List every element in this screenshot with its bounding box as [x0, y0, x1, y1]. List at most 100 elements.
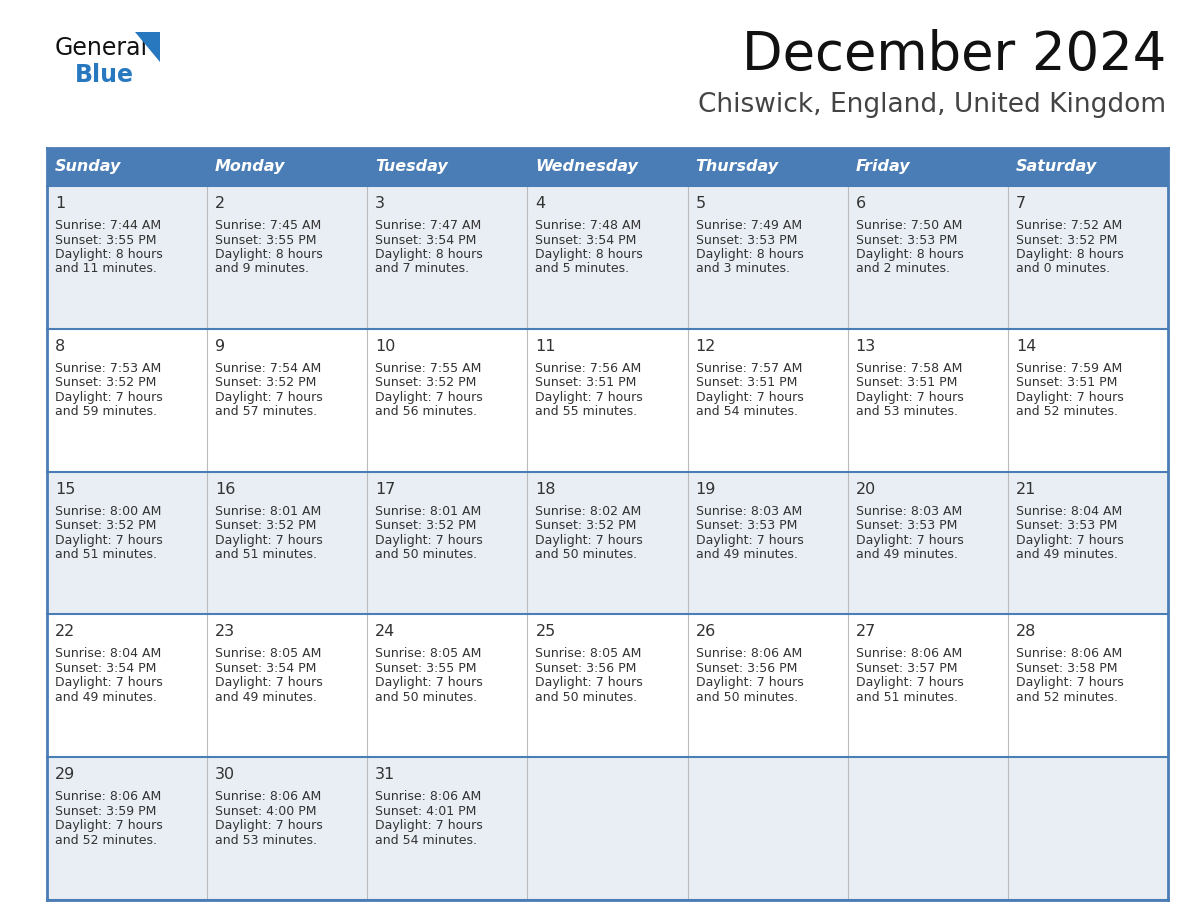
Bar — [527, 614, 688, 757]
Text: 19: 19 — [695, 482, 716, 497]
Text: Daylight: 7 hours: Daylight: 7 hours — [375, 533, 484, 546]
Text: Sunset: 3:55 PM: Sunset: 3:55 PM — [215, 233, 317, 247]
Text: Saturday: Saturday — [1016, 160, 1097, 174]
Text: 16: 16 — [215, 482, 235, 497]
Text: 14: 14 — [1016, 339, 1036, 353]
Text: Daylight: 7 hours: Daylight: 7 hours — [55, 677, 163, 689]
Text: Daylight: 7 hours: Daylight: 7 hours — [1016, 533, 1124, 546]
Bar — [367, 148, 527, 186]
Text: 2: 2 — [215, 196, 226, 211]
Bar — [1007, 148, 1168, 186]
Text: Daylight: 8 hours: Daylight: 8 hours — [55, 248, 163, 261]
Text: 28: 28 — [1016, 624, 1036, 640]
Text: Daylight: 7 hours: Daylight: 7 hours — [695, 677, 803, 689]
Text: Daylight: 7 hours: Daylight: 7 hours — [536, 677, 643, 689]
Text: Sunset: 3:53 PM: Sunset: 3:53 PM — [855, 233, 958, 247]
Bar — [207, 614, 367, 757]
Text: and 50 minutes.: and 50 minutes. — [695, 691, 797, 704]
Text: and 0 minutes.: and 0 minutes. — [1016, 263, 1110, 275]
Bar — [688, 472, 848, 614]
Text: 6: 6 — [855, 196, 866, 211]
Text: General: General — [55, 36, 148, 60]
Text: Sunrise: 8:06 AM: Sunrise: 8:06 AM — [855, 647, 962, 660]
Text: Sunrise: 7:45 AM: Sunrise: 7:45 AM — [215, 219, 322, 232]
Bar — [527, 472, 688, 614]
Text: and 3 minutes.: and 3 minutes. — [695, 263, 790, 275]
Text: Sunrise: 7:59 AM: Sunrise: 7:59 AM — [1016, 362, 1123, 375]
Bar — [688, 186, 848, 329]
Text: 1: 1 — [55, 196, 65, 211]
Text: Sunset: 3:51 PM: Sunset: 3:51 PM — [1016, 376, 1117, 389]
Text: 18: 18 — [536, 482, 556, 497]
Text: Sunrise: 7:49 AM: Sunrise: 7:49 AM — [695, 219, 802, 232]
Text: Sunrise: 8:05 AM: Sunrise: 8:05 AM — [536, 647, 642, 660]
Text: Sunset: 3:52 PM: Sunset: 3:52 PM — [55, 519, 157, 532]
Text: Sunrise: 8:06 AM: Sunrise: 8:06 AM — [375, 790, 481, 803]
Text: Sunset: 3:52 PM: Sunset: 3:52 PM — [215, 519, 316, 532]
Text: Sunrise: 7:58 AM: Sunrise: 7:58 AM — [855, 362, 962, 375]
Text: 17: 17 — [375, 482, 396, 497]
Text: Sunset: 3:54 PM: Sunset: 3:54 PM — [375, 233, 476, 247]
Text: Sunset: 3:55 PM: Sunset: 3:55 PM — [55, 233, 157, 247]
Text: Sunset: 3:56 PM: Sunset: 3:56 PM — [536, 662, 637, 675]
Text: Sunset: 3:52 PM: Sunset: 3:52 PM — [536, 519, 637, 532]
Text: Sunset: 3:52 PM: Sunset: 3:52 PM — [375, 376, 476, 389]
Text: and 7 minutes.: and 7 minutes. — [375, 263, 469, 275]
Text: Daylight: 7 hours: Daylight: 7 hours — [855, 533, 963, 546]
Text: and 49 minutes.: and 49 minutes. — [1016, 548, 1118, 561]
Text: Sunrise: 8:01 AM: Sunrise: 8:01 AM — [215, 505, 322, 518]
Text: Daylight: 7 hours: Daylight: 7 hours — [695, 533, 803, 546]
Text: and 54 minutes.: and 54 minutes. — [375, 834, 478, 846]
Text: Sunset: 3:53 PM: Sunset: 3:53 PM — [1016, 519, 1117, 532]
Text: and 51 minutes.: and 51 minutes. — [855, 691, 958, 704]
Bar — [688, 329, 848, 472]
Text: Sunrise: 7:54 AM: Sunrise: 7:54 AM — [215, 362, 322, 375]
Text: 21: 21 — [1016, 482, 1036, 497]
Text: Sunrise: 7:55 AM: Sunrise: 7:55 AM — [375, 362, 481, 375]
Text: Daylight: 8 hours: Daylight: 8 hours — [536, 248, 643, 261]
Text: Sunrise: 7:44 AM: Sunrise: 7:44 AM — [55, 219, 162, 232]
Bar — [48, 329, 207, 472]
Bar — [367, 757, 527, 900]
Text: 5: 5 — [695, 196, 706, 211]
Bar — [848, 614, 1007, 757]
Text: 10: 10 — [375, 339, 396, 353]
Text: and 52 minutes.: and 52 minutes. — [55, 834, 157, 846]
Bar — [48, 186, 207, 329]
Text: 29: 29 — [55, 767, 75, 782]
Text: Sunrise: 8:02 AM: Sunrise: 8:02 AM — [536, 505, 642, 518]
Text: Sunrise: 8:01 AM: Sunrise: 8:01 AM — [375, 505, 481, 518]
Text: Sunset: 3:51 PM: Sunset: 3:51 PM — [855, 376, 958, 389]
Bar — [848, 472, 1007, 614]
Text: Sunset: 3:52 PM: Sunset: 3:52 PM — [55, 376, 157, 389]
Text: 9: 9 — [215, 339, 226, 353]
Polygon shape — [135, 32, 160, 62]
Text: Sunset: 3:58 PM: Sunset: 3:58 PM — [1016, 662, 1118, 675]
Text: 12: 12 — [695, 339, 716, 353]
Text: 27: 27 — [855, 624, 876, 640]
Text: Sunset: 3:51 PM: Sunset: 3:51 PM — [536, 376, 637, 389]
Text: Tuesday: Tuesday — [375, 160, 448, 174]
Bar — [367, 472, 527, 614]
Text: Sunrise: 8:06 AM: Sunrise: 8:06 AM — [55, 790, 162, 803]
Text: Daylight: 8 hours: Daylight: 8 hours — [215, 248, 323, 261]
Text: Daylight: 7 hours: Daylight: 7 hours — [855, 677, 963, 689]
Bar — [848, 186, 1007, 329]
Text: 31: 31 — [375, 767, 396, 782]
Text: 15: 15 — [55, 482, 75, 497]
Bar — [367, 329, 527, 472]
Bar — [527, 186, 688, 329]
Text: Daylight: 7 hours: Daylight: 7 hours — [215, 533, 323, 546]
Text: Daylight: 7 hours: Daylight: 7 hours — [695, 391, 803, 404]
Text: and 52 minutes.: and 52 minutes. — [1016, 406, 1118, 419]
Text: and 51 minutes.: and 51 minutes. — [55, 548, 157, 561]
Text: and 49 minutes.: and 49 minutes. — [855, 548, 958, 561]
Text: and 49 minutes.: and 49 minutes. — [215, 691, 317, 704]
Text: and 54 minutes.: and 54 minutes. — [695, 406, 797, 419]
Bar — [688, 757, 848, 900]
Text: December 2024: December 2024 — [741, 29, 1165, 81]
Text: Daylight: 7 hours: Daylight: 7 hours — [375, 677, 484, 689]
Text: Sunset: 4:01 PM: Sunset: 4:01 PM — [375, 805, 476, 818]
Text: and 50 minutes.: and 50 minutes. — [375, 548, 478, 561]
Text: and 53 minutes.: and 53 minutes. — [215, 834, 317, 846]
